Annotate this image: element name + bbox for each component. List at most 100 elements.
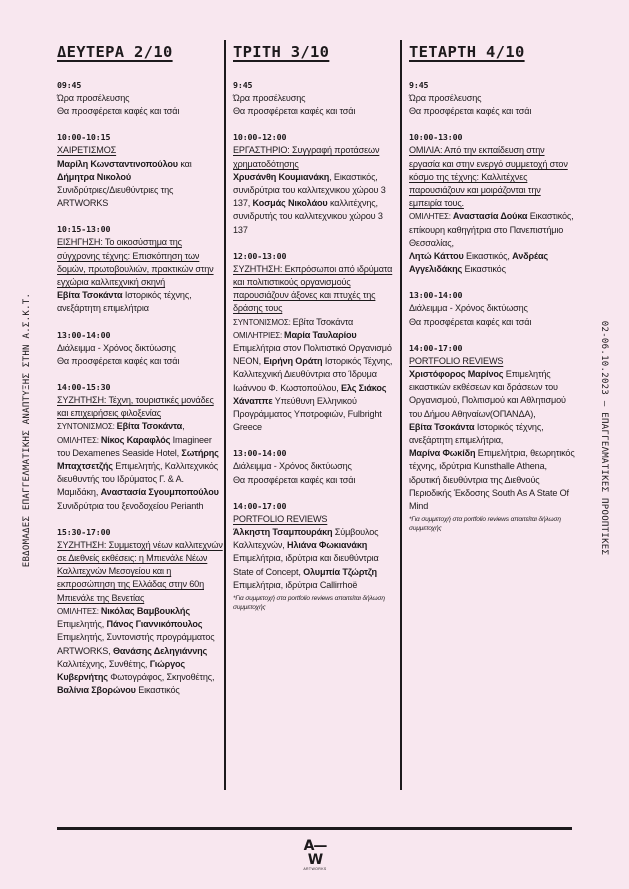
session: 12:00-13:00 ΣΥΖΗΤΗΣΗ: Εκπρόσωποι από ιδρύ… — [233, 250, 399, 435]
session-time: 9:45 — [233, 80, 253, 90]
speaker-info: Φωτογράφος, Σκηνοθέτης, — [107, 671, 215, 682]
role-label: ΟΜΙΛΗΤΕΣ: — [57, 435, 101, 445]
session-line: Ώρα προσέλευσης — [57, 93, 130, 103]
session-heading: ΣΥΖΗΤΗΣΗ: Συμμετοχή νέων καλλιτεχνών σε … — [57, 539, 223, 603]
speaker-name: Βαλίνια Σβορώνου — [57, 685, 136, 696]
speaker-info: καλλιτέχνης, συνιδρυτής του καλλιτεχνικο… — [233, 198, 383, 235]
speaker-info: Εικαστικός, — [463, 251, 513, 262]
session: 14:00-17:00 PORTFOLIO REVIEWS Χριστόφορος … — [409, 342, 575, 533]
session: 10:00-10:15 ΧΑΙΡΕΤΙΣΜΟΣ Μαρίλη Κωνσταντινο… — [57, 131, 223, 210]
speaker-info: Εβίτα Τσοκάντα — [292, 316, 354, 327]
session-line: Διάλειμμα - Χρόνος δικτύωσης — [57, 342, 176, 353]
session: 13:00-14:00 Διάλειμμα - Χρόνος δικτύωσης Θ… — [409, 289, 575, 328]
session-time: 14:00-17:00 — [233, 500, 287, 511]
session: 9:45 Ώρα προσέλευσης Θα προσφέρεται καφές … — [233, 79, 399, 118]
day-column: ΔΕΥΤΕΡΑ 2/10 09:45 Ώρα προσέλευσης Θα προσφ… — [57, 42, 223, 710]
role-label: ΟΜΙΛΗΤΡΙΕΣ: — [233, 330, 285, 340]
day-title: ΤΡΙΤΗ 3/10 — [233, 43, 330, 61]
session-heading: ΣΥΖΗΤΗΣΗ: Εκπρόσωποι από ιδρύματα και πο… — [233, 263, 393, 314]
session-line: Θα προσφέρεται καφές και τσάι — [409, 106, 532, 117]
session: 10:00-13:00 ΟΜΙΛΙΑ: Από την εκπαίδευση στ… — [409, 131, 575, 276]
speaker-name: Μαρίνα Φωκίδη — [409, 448, 476, 459]
session-time: 12:00-13:00 — [233, 250, 287, 261]
speaker-info: Επιμελήτρια, ιδρύτρια Callirrhoë — [233, 579, 358, 590]
session-line: Ώρα προσέλευσης — [409, 93, 482, 103]
speaker-name: Μαρίλη Κωνσταντινοπούλου — [57, 158, 178, 169]
day-column: ΤΡΙΤΗ 3/10 9:45 Ώρα προσέλευσης Θα προσφέρε… — [233, 42, 399, 625]
footer-divider — [57, 827, 572, 830]
speaker-name: Ολυμπία Τζώρτζη — [303, 566, 377, 577]
day-title: ΤΕΤΑΡΤΗ 4/10 — [409, 43, 525, 61]
session: 14:00-15:30 ΣΥΖΗΤΗΣΗ: Τέχνη, τουριστικές … — [57, 381, 223, 513]
session-line: Ώρα προσέλευσης — [233, 93, 306, 103]
speaker-name: Άλκηστη Τσαμπουράκη — [233, 527, 333, 538]
speaker-info: Εικαστικός — [462, 264, 506, 275]
speaker-name: Ελς Σιάκος Χάναππε — [233, 382, 387, 406]
artworks-logo: A—W ARTWORKS — [299, 839, 331, 871]
session-speakers: ΟΜΙΛΗΤΕΣ: Αναστασία Δούκα Εικαστικός, επ… — [409, 210, 575, 276]
session-heading: ΕΡΓΑΣΤΗΡΙΟ: Συγγραφή προτάσεων χρηματοδό… — [233, 145, 380, 169]
speaker-info: και — [177, 158, 192, 169]
speaker-info: Σύμβουλος Καλλιτεχνών, — [233, 527, 379, 551]
speaker-info: Συνιδρύτριες/Διευθύντριες της ARTWORKS — [57, 185, 174, 209]
speaker-name: Πάνος Γιαννικόπουλος — [106, 619, 203, 630]
session-line: Θα προσφέρεται καφές και τσάι — [233, 106, 356, 117]
speaker-name: Εβίτα Τσοκάντα — [116, 421, 183, 432]
speaker-name: Χρυσάνθη Κουμιανάκη — [233, 171, 330, 182]
speaker-info: Υπεύθυνη Ελληνικού Προγράμματος Υποτροφι… — [233, 395, 382, 433]
session-line: Θα προσφέρεται καφές και τσάι — [233, 474, 356, 485]
session-line: Διάλειμμα - Χρόνος δικτύωσης — [233, 461, 352, 472]
session-speakers: Χριστόφορος Μαρίνος Επιμελητής εικαστικώ… — [409, 368, 575, 513]
speaker-info: Επιμελήτρια στον Πολιτιστικό Οργανισμό N… — [233, 343, 392, 367]
session-time: 10:15-13:00 — [57, 224, 111, 235]
speaker-name: Κοσμάς Νικολάου — [252, 198, 328, 209]
session-heading: ΧΑΙΡΕΤΙΣΜΟΣ — [57, 145, 117, 156]
speaker-name: Νίκος Καραφλός — [100, 434, 171, 445]
speaker-name: Λητώ Κάττου — [409, 251, 464, 262]
session-speakers: Χρυσάνθη Κουμιανάκη, Εικαστικός, συνιδρύ… — [233, 171, 399, 237]
speaker-info: , Εικαστικός, συνιδρύτρια του καλλιτεχνι… — [233, 171, 386, 209]
speaker-info: Συνιδρύτρια του ξενοδοχείου Perianth — [57, 500, 204, 511]
session-time: 13:00-14:00 — [233, 448, 287, 459]
session: 9:45 Ώρα προσέλευσης Θα προσφέρεται καφές … — [409, 79, 575, 118]
session: 15:30-17:00 ΣΥΖΗΤΗΣΗ: Συμμετοχή νέων καλλ… — [57, 526, 223, 697]
session: 13:00-14:00 Διάλειμμα - Χρόνος δικτύωσης Θ… — [233, 447, 399, 486]
session-line: Θα προσφέρεται καφές και τσάι — [409, 316, 532, 327]
session-speakers: Άλκηστη Τσαμπουράκη Σύμβουλος Καλλιτεχνώ… — [233, 526, 399, 592]
speaker-name: Δήμητρα Νικολού — [57, 171, 131, 182]
column-divider — [224, 40, 226, 790]
speaker-name: Νικόλας Βαμβουκλής — [100, 605, 190, 616]
speaker-info: Εικαστικός, επίκουρη καθηγήτρια στο Πανε… — [409, 211, 574, 248]
speaker-info: Επιμελητής, — [57, 619, 107, 630]
session-heading: ΕΙΣΗΓΗΣΗ: Το οικοσύστημα της σύγχρονης τ… — [57, 237, 214, 288]
session-heading: ΟΜΙΛΙΑ: Από την εκπαίδευση στην εργασία … — [409, 145, 568, 209]
speaker-info: Καλλιτέχνης, Συνθέτης, — [57, 658, 150, 669]
speaker-name: Αναστασία Δούκα — [452, 211, 528, 222]
speaker-info: , — [182, 421, 185, 432]
speaker-name: Ανδρέας Αγγελιδάκης — [409, 251, 548, 275]
logo-mark: A—W — [303, 838, 328, 868]
session-time: 13:00-14:00 — [57, 329, 111, 340]
role-label: ΟΜΙΛΗΤΕΣ: — [57, 606, 101, 616]
session-time: 14:00-17:00 — [409, 342, 463, 353]
speaker-name: Μαρία Ταυλαρίου — [284, 329, 357, 340]
session-line: Διάλειμμα - Χρόνος δικτύωσης — [409, 303, 528, 314]
speaker-name: Σωτήρης Μπαχτσετζής — [57, 447, 219, 472]
session-time: 09:45 — [57, 80, 82, 90]
speaker-name: Γιώργος Κυβερνήτης — [57, 658, 185, 682]
speaker-name: Θανάσης Δεληγιάννης — [112, 645, 208, 656]
speaker-info: Επιμελήτρια, ιδρύτρια και διευθύντρια St… — [233, 553, 379, 577]
speaker-name: Εβίτα Τσοκάντα — [57, 290, 123, 301]
speaker-info: Επιμελητής, Καλλιτεχνικός διευθυντής του… — [57, 461, 219, 498]
session: 10:00-12:00 ΕΡΓΑΣΤΗΡΙΟ: Συγγραφή προτάσεω… — [233, 131, 399, 236]
day-column: ΤΕΤΑΡΤΗ 4/10 9:45 Ώρα προσέλευσης Θα προσφέ… — [409, 42, 575, 546]
session: 09:45 Ώρα προσέλευσης Θα προσφέρεται καφές… — [57, 79, 223, 118]
session-speakers: ΣΥΝΤΟΝΙΣΜΟΣ: Εβίτα Τσοκάντα, ΟΜΙΛΗΤΕΣ: Ν… — [57, 420, 223, 512]
footnote: *Για συμμετοχή στα portfolio reviews απα… — [409, 516, 561, 533]
speaker-info: Επιμελήτρια, θεωρητικός τέχνης, ιδρύτρια… — [409, 448, 575, 512]
session-heading: PORTFOLIO REVIEWS — [409, 355, 504, 366]
side-title-right: 02-06.10.2023 – ΕΠΑΓΓΕΛΜΑΤΙΚΕΣ ΠΡΟΟΠΤΙΚΕ… — [599, 320, 609, 556]
speaker-name: Ηλιάνα Φωκιανάκη — [287, 540, 368, 551]
side-title-left: ΕΒΔΟΜΑΔΕΣ ΕΠΑΓΓΕΛΜΑΤΙΚΗΣ ΑΝΑΠΤΥΞΗΣ ΣΤΗΝ … — [22, 292, 32, 568]
session-line: Θα προσφέρεται καφές και τσάι — [57, 355, 180, 366]
